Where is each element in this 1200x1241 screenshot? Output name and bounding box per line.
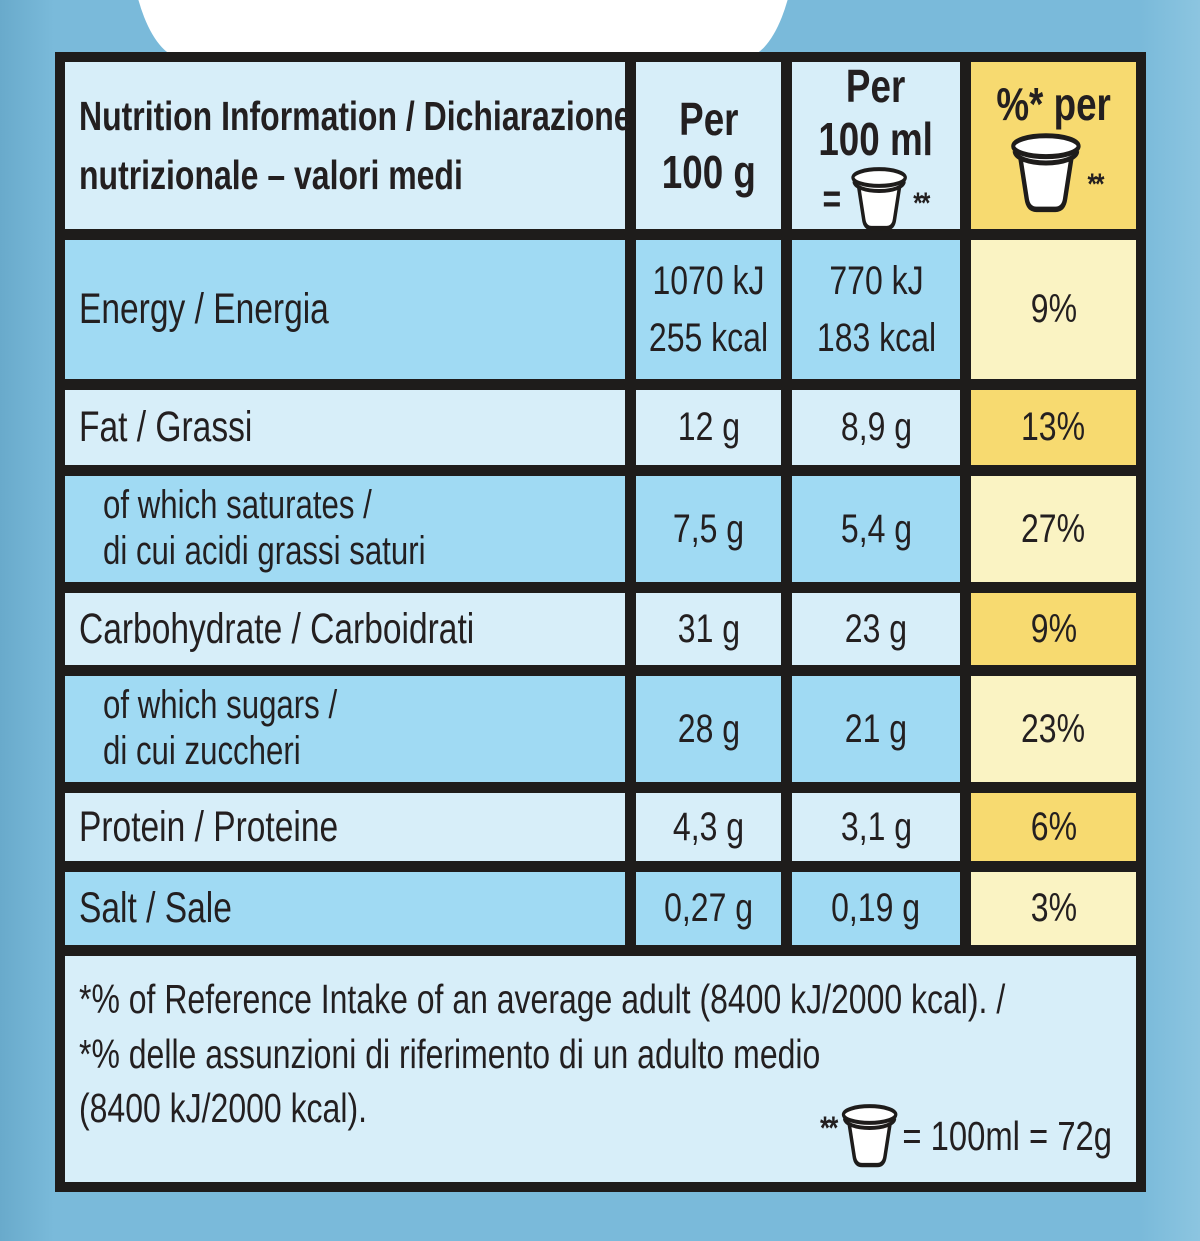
row-fat-label: Fat / Grassi xyxy=(65,390,625,465)
row-salt-label: Salt / Sale xyxy=(65,872,625,945)
row-carbohydrate-per100ml: 23 g xyxy=(792,593,960,665)
row-protein-label: Protein / Proteine xyxy=(65,793,625,861)
row-salt-per100ml: 0,19 g xyxy=(792,872,960,945)
row-saturates-percent: 27% xyxy=(971,476,1136,582)
header-percent-cell: %* per ** xyxy=(971,62,1136,229)
row-energy-label: Energy / Energia xyxy=(65,240,625,379)
row-protein-per100ml: 3,1 g xyxy=(792,793,960,861)
row-salt-percent: 3% xyxy=(971,872,1136,945)
header-per-100g-cell: Per 100 g xyxy=(636,62,781,229)
row-protein-per100g: 4,3 g xyxy=(636,793,781,861)
row-sugars-per100g: 28 g xyxy=(636,676,781,782)
row-fat-percent: 13% xyxy=(971,390,1136,465)
header-per-100ml-cell: Per 100 ml = ** xyxy=(792,60,960,232)
row-carbohydrate-per100g: 31 g xyxy=(636,593,781,665)
row-carbohydrate-percent: 9% xyxy=(971,593,1136,665)
equals-sign: = xyxy=(822,177,842,222)
equivalence-text: = 100ml = 72g xyxy=(902,1112,1112,1159)
col-header-per-100ml: Per 100 ml = ** xyxy=(819,60,933,232)
row-energy-per100g: 1070 kJ 255 kcal xyxy=(636,240,781,379)
row-saturates-per100g: 7,5 g xyxy=(636,476,781,582)
row-carbohydrate-label: Carbohydrate / Carboidrati xyxy=(65,593,625,665)
tub-equivalence-legend: ** = 100ml = 72g xyxy=(820,1104,1112,1168)
row-saturates-label: of which saturates / di cui acidi grassi… xyxy=(65,476,625,582)
ice-cream-tub-icon xyxy=(1004,133,1087,213)
col-header-per-100g: Per 100 g xyxy=(661,92,756,198)
row-fat-per100ml: 8,9 g xyxy=(792,390,960,465)
row-sugars-label: of which sugars / di cui zuccheri xyxy=(65,676,625,782)
reference-intake-note: *% of Reference Intake of an average adu… xyxy=(79,976,1006,1132)
double-asterisk: ** xyxy=(1087,168,1104,202)
row-saturates-per100ml: 5,4 g xyxy=(792,476,960,582)
row-energy-per100ml: 770 kJ 183 kcal xyxy=(792,240,960,379)
row-protein-percent: 6% xyxy=(971,793,1136,861)
row-salt-per100g: 0,27 g xyxy=(636,872,781,945)
nutrition-table: Nutrition Information / Dichiarazione nu… xyxy=(55,52,1146,1192)
header-title-cell: Nutrition Information / Dichiarazione nu… xyxy=(65,62,632,229)
row-sugars-per100ml: 21 g xyxy=(792,676,960,782)
footnote-cell: *% of Reference Intake of an average adu… xyxy=(65,956,1136,1182)
row-fat-per100g: 12 g xyxy=(636,390,781,465)
double-asterisk: ** xyxy=(819,1110,838,1146)
ice-cream-tub-icon xyxy=(845,167,914,231)
row-energy-percent: 9% xyxy=(971,240,1136,379)
double-asterisk: ** xyxy=(913,186,931,220)
packaging-white-shape xyxy=(128,0,798,58)
table-title: Nutrition Information / Dichiarazione nu… xyxy=(79,93,632,198)
ice-cream-tub-icon xyxy=(837,1104,903,1168)
col-header-percent-per-tub: %* per ** xyxy=(996,78,1111,213)
row-sugars-percent: 23% xyxy=(971,676,1136,782)
